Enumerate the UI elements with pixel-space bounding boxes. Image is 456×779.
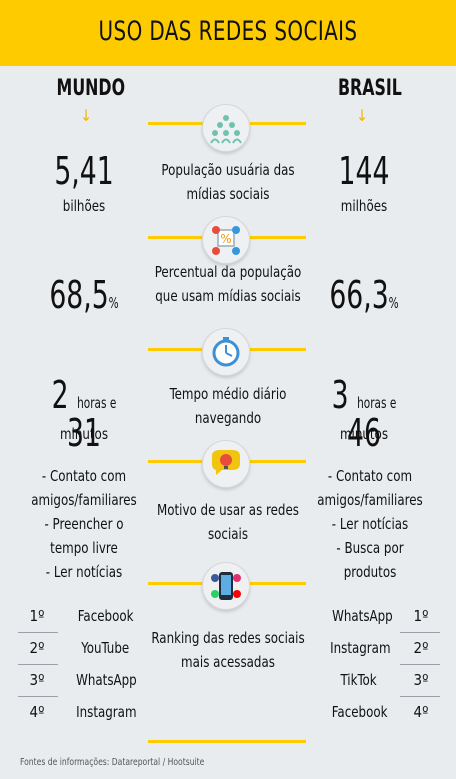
divider-line: [148, 348, 204, 351]
brazil-column-title: BRASIL: [337, 76, 402, 101]
lightbulb-chat-icon: [202, 440, 250, 488]
brazil-population-unit: milhões: [340, 197, 388, 215]
divider-line: [250, 348, 306, 351]
brazil-rank-position: 2º: [413, 639, 429, 657]
world-population-unit: bilhões: [62, 197, 106, 215]
population-label: População usuária das mídias sociais: [161, 161, 295, 203]
bottom-divider-line: [148, 740, 306, 743]
brazil-minutes-word: minutos: [339, 425, 389, 443]
brazil-population-value: 144: [338, 149, 390, 193]
world-rank-item: WhatsApp: [76, 671, 137, 689]
world-rank-position: 3º: [29, 671, 45, 689]
brazil-arrow-icon: ↓: [356, 106, 369, 125]
brazil-rank-position: 3º: [413, 671, 429, 689]
percentage-chart-icon: %: [202, 216, 250, 264]
world-motives: - Contato com amigos/familiares - Preenche…: [31, 467, 137, 581]
time-label: Tempo médio diário navegando: [169, 385, 287, 427]
percent-label: Percentual da população que usam mídias …: [154, 263, 302, 305]
brazil-rank-item: Instagram: [330, 639, 391, 657]
world-percent: 68,5%: [49, 273, 119, 317]
people-group-icon: [202, 104, 250, 152]
world-rank-position: 1º: [29, 607, 45, 625]
divider-line: [148, 582, 204, 585]
world-rank-position: 2º: [29, 639, 45, 657]
world-column-title: MUNDO: [56, 76, 126, 101]
svg-text:%: %: [220, 232, 231, 246]
divider-line: [250, 236, 306, 239]
rank-divider: [18, 664, 58, 665]
stopwatch-icon: [202, 328, 250, 376]
divider-line: [148, 122, 204, 125]
divider-line: [250, 122, 306, 125]
brazil-rank-item: Facebook: [331, 703, 388, 721]
header-banner: USO DAS REDES SOCIAIS: [0, 0, 456, 66]
brazil-rank-position: 1º: [413, 607, 429, 625]
brazil-rank-item: WhatsApp: [332, 607, 393, 625]
brazil-motives: - Contato com amigos/familiares - Ler notí…: [317, 467, 423, 581]
source-footer: Fontes de informações: Datareportal / Ho…: [20, 757, 205, 768]
divider-line: [250, 582, 306, 585]
world-rank-item: Instagram: [76, 703, 137, 721]
rank-divider: [400, 632, 440, 633]
page-title: USO DAS REDES SOCIAIS: [98, 16, 358, 47]
rank-divider: [400, 664, 440, 665]
brazil-time: 3 horas e 46: [331, 373, 397, 455]
divider-line: [148, 460, 204, 463]
brazil-rank-item: TikTok: [340, 671, 377, 689]
rank-divider: [18, 632, 58, 633]
motives-label: Motivo de usar as redes sociais: [157, 501, 299, 543]
rank-divider: [400, 696, 440, 697]
world-minutes-word: minutos: [59, 425, 109, 443]
world-rank-item: YouTube: [81, 639, 130, 657]
social-phone-icon: [202, 562, 250, 610]
brazil-rank-position: 4º: [413, 703, 429, 721]
world-time: 2 horas e 31: [51, 373, 117, 455]
divider-line: [148, 236, 204, 239]
world-rank-position: 4º: [29, 703, 45, 721]
divider-line: [250, 460, 306, 463]
world-arrow-icon: ↓: [80, 106, 93, 125]
brazil-percent: 66,3%: [329, 273, 399, 317]
world-population-value: 5,41: [54, 149, 114, 193]
rank-divider: [18, 696, 58, 697]
ranking-label: Ranking das redes sociais mais acessadas: [151, 629, 305, 671]
world-rank-item: Facebook: [77, 607, 134, 625]
